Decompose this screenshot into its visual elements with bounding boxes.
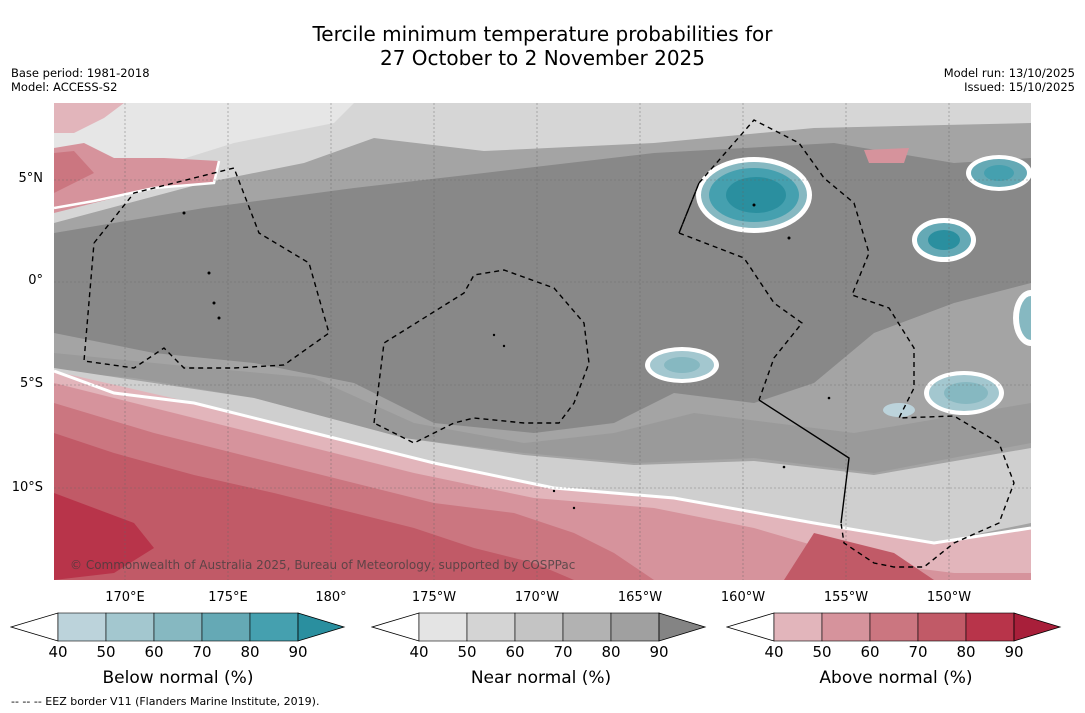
eez-borders xyxy=(83,119,1015,568)
colorbar-below-normal xyxy=(10,612,346,642)
below-colorbar-segment xyxy=(249,612,299,642)
above-colorbar-segment xyxy=(821,612,871,642)
above-normal-nw xyxy=(54,143,219,213)
below-colorbar-segment xyxy=(105,612,155,642)
near-colorbar-tick: 50 xyxy=(457,643,477,661)
colorbar-above-title: Above normal (%) xyxy=(819,668,973,688)
near-colorbar-segment xyxy=(514,612,564,642)
below-normal-blob-east-edge xyxy=(1013,290,1031,346)
near-colorbar-segment xyxy=(466,612,516,642)
above-colorbar-segment xyxy=(869,612,919,642)
near-colorbar-segment xyxy=(418,612,468,642)
lon-label-175e: 175°E xyxy=(208,590,248,605)
near-colorbar-extend-low xyxy=(371,612,420,642)
title-line-1: Tercile minimum temperature probabilitie… xyxy=(312,22,773,46)
lon-label-165w: 165°W xyxy=(617,590,663,605)
lat-label-10s: 10°S xyxy=(11,480,43,495)
above-normal-se xyxy=(784,533,934,580)
above-colorbar-segment xyxy=(965,612,1015,642)
lon-label-150w: 150°W xyxy=(926,590,972,605)
near-normal-light-north xyxy=(54,103,1031,223)
above-colorbar-tick: 60 xyxy=(860,643,880,661)
lat-label-0: 0° xyxy=(28,273,43,288)
above-colorbar-tick: 90 xyxy=(1004,643,1024,661)
near-colorbar-segment xyxy=(562,612,612,642)
colorbar-below-title: Below normal (%) xyxy=(102,668,254,688)
above-colorbar-segment xyxy=(917,612,967,642)
below-colorbar-tick: 80 xyxy=(240,643,260,661)
lon-label-170e: 170°E xyxy=(105,590,145,605)
near-colorbar-tick: 70 xyxy=(553,643,573,661)
lon-label-160w: 160°W xyxy=(720,590,766,605)
below-colorbar-tick: 50 xyxy=(96,643,116,661)
near-normal-mid-core xyxy=(54,353,1031,473)
near-colorbar-tick: 40 xyxy=(409,643,429,661)
map-title: Tercile minimum temperature probabilitie… xyxy=(0,22,1085,70)
copyright-watermark: © Commonwealth of Australia 2025, Bureau… xyxy=(70,558,576,572)
below-colorbar-tick: 90 xyxy=(288,643,308,661)
above-normal-south-70 xyxy=(54,433,574,580)
eez-footnote: -- -- -- EEZ border V11 (Flanders Marine… xyxy=(11,695,320,708)
below-colorbar-extend-low xyxy=(10,612,59,642)
model-name: Model: ACCESS-S2 xyxy=(11,80,118,94)
contour-south xyxy=(54,369,1031,545)
below-colorbar-segment xyxy=(201,612,251,642)
below-colorbar-segment xyxy=(57,612,107,642)
above-normal-nw-top xyxy=(54,103,124,133)
below-normal-blob-southeast xyxy=(883,371,1004,417)
above-normal-ne xyxy=(864,148,909,163)
below-colorbar-extend-high xyxy=(297,612,346,642)
above-colorbar-tick: 40 xyxy=(764,643,784,661)
meta-left: Base period: 1981-2018 Model: ACCESS-S2 xyxy=(11,66,150,94)
model-run: Model run: 13/10/2025 xyxy=(943,66,1075,80)
island-markers xyxy=(182,203,831,510)
below-normal-blob-north xyxy=(696,157,812,233)
probability-map xyxy=(54,103,1031,580)
above-normal-nw-inner xyxy=(54,151,94,193)
lon-label-180: 180° xyxy=(315,590,347,605)
near-colorbar-segment xyxy=(610,612,660,642)
above-colorbar-tick: 70 xyxy=(908,643,928,661)
above-colorbar-tick: 50 xyxy=(812,643,832,661)
above-normal-south-80 xyxy=(54,493,154,580)
issued-date: Issued: 15/10/2025 xyxy=(964,80,1075,94)
base-period: Base period: 1981-2018 xyxy=(11,66,150,80)
lon-label-170w: 170°W xyxy=(514,590,560,605)
below-colorbar-tick: 70 xyxy=(192,643,212,661)
colorbar-above-normal xyxy=(726,612,1062,642)
near-colorbar-tick: 80 xyxy=(601,643,621,661)
above-colorbar-tick: 80 xyxy=(956,643,976,661)
eez-border-line-islands xyxy=(678,119,1015,568)
lon-label-175w: 175°W xyxy=(411,590,457,605)
above-colorbar-extend-low xyxy=(726,612,775,642)
near-normal-light-south xyxy=(54,368,1031,543)
below-normal-blob-central xyxy=(645,347,719,383)
eez-border-kiribati-west xyxy=(83,167,330,369)
below-normal-blob-east2 xyxy=(966,155,1031,191)
eez-border-solid xyxy=(758,399,850,524)
near-colorbar-extend-high xyxy=(658,612,707,642)
lon-label-155w: 155°W xyxy=(823,590,869,605)
lat-label-5s: 5°S xyxy=(19,376,43,391)
colorbar-near-normal xyxy=(371,612,707,642)
below-colorbar-segment xyxy=(153,612,203,642)
near-colorbar-tick: 60 xyxy=(505,643,525,661)
meta-right: Model run: 13/10/2025 Issued: 15/10/2025 xyxy=(944,66,1075,94)
near-colorbar-tick: 90 xyxy=(649,643,669,661)
below-colorbar-tick: 60 xyxy=(144,643,164,661)
above-colorbar-extend-high xyxy=(1013,612,1062,642)
colorbar-near-title: Near normal (%) xyxy=(470,668,612,688)
lat-label-5n: 5°N xyxy=(18,171,44,186)
above-colorbar-segment xyxy=(773,612,823,642)
below-normal-blob-east1 xyxy=(912,218,976,262)
title-line-2: 27 October to 2 November 2025 xyxy=(379,46,706,70)
graticule xyxy=(54,103,1031,580)
eez-border-phoenix xyxy=(373,269,590,444)
eez-border-line-mid xyxy=(678,182,804,401)
below-colorbar-tick: 40 xyxy=(48,643,68,661)
